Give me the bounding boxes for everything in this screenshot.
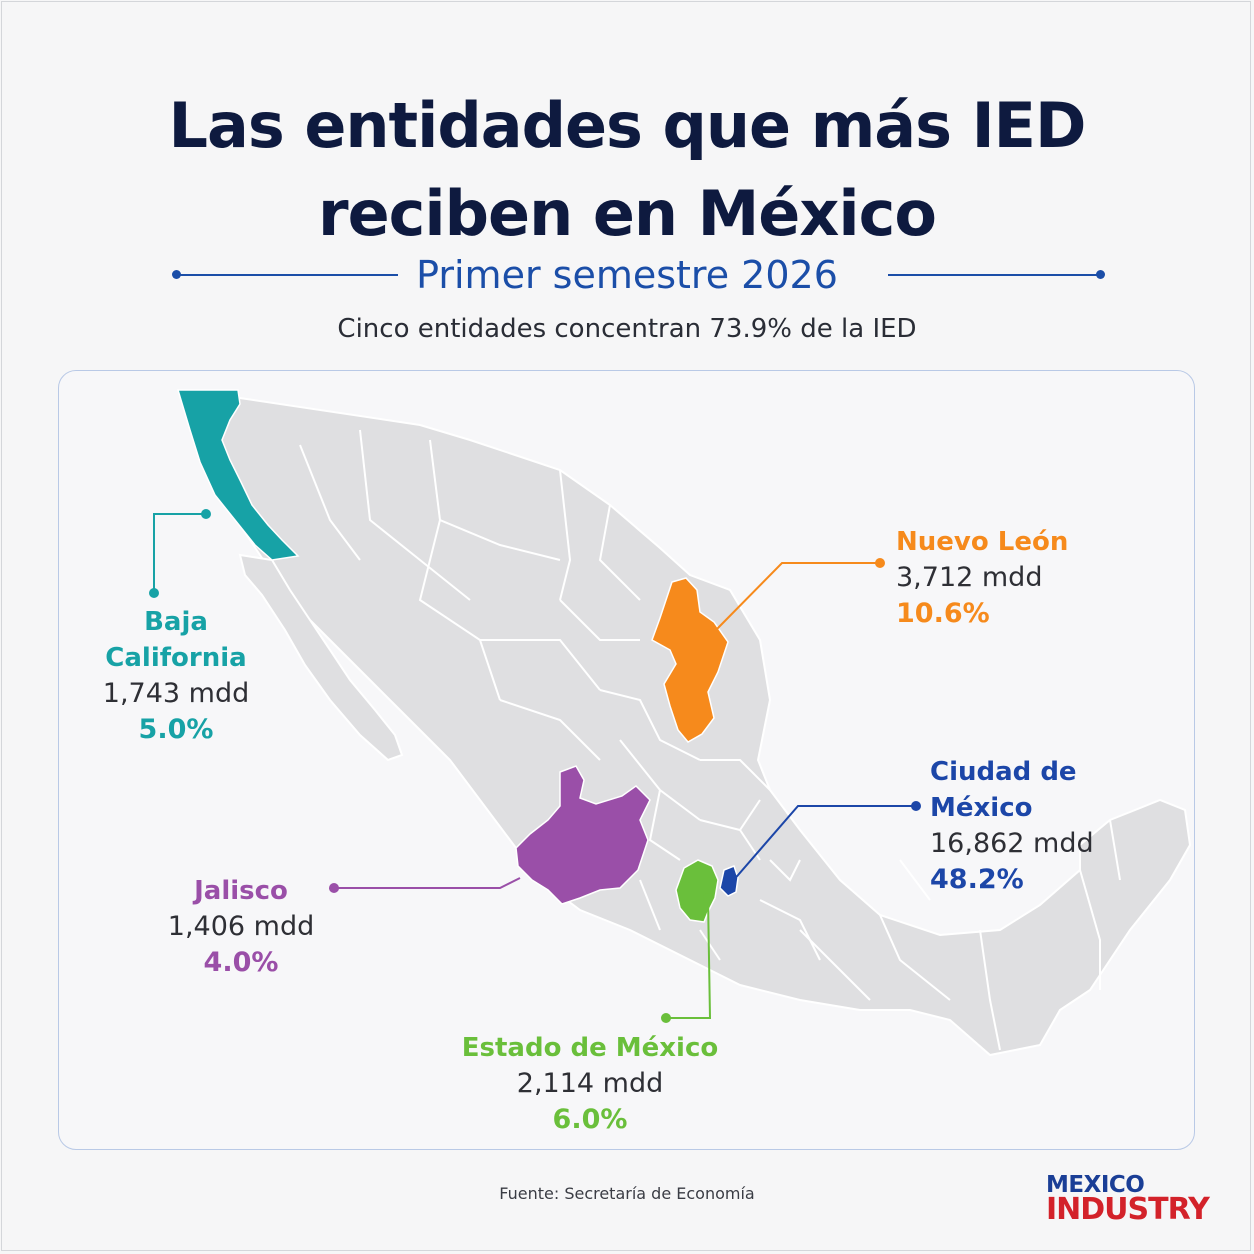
state-border-line [599, 689, 701, 761]
page-title: Las entidades que más IED reciben en Méx… [0, 82, 1254, 258]
entity-name: Estado de México [461, 1033, 719, 1063]
kicker-text: Cinco entidades concentran 73.9% de la I… [337, 314, 917, 344]
leader-line-ciudad-de-mexico [731, 805, 916, 883]
entity-value: 16,862 mdd [930, 828, 1094, 859]
label-nuevo-leon: Nuevo León 3,712 mdd 10.6% [896, 524, 1076, 632]
entity-share: 48.2% [930, 864, 1024, 895]
title-line-1: Las entidades que más IED [168, 89, 1086, 162]
leader-dot [703, 893, 713, 903]
source-note: Fuente: Secretaría de Economía [499, 1184, 755, 1203]
entity-name: Jalisco [194, 876, 288, 906]
title-line-2: reciben en México [318, 177, 937, 250]
leader-line-estado-de-mexico [666, 897, 712, 1019]
rule-right [888, 274, 1098, 276]
leader-dot [329, 883, 339, 893]
leader-lines [149, 509, 921, 1023]
leader-dot [149, 588, 159, 598]
entity-share: 4.0% [203, 947, 279, 978]
state-border-line [799, 929, 871, 1001]
rule-dot-left [172, 270, 181, 279]
state-border-line [700, 759, 771, 791]
state-border-line [418, 519, 501, 701]
logo-line-1: MEXICO [1046, 1172, 1145, 1198]
state-borders [299, 429, 1121, 1051]
label-ciudad-de-mexico: Ciudad de México 16,862 mdd 48.2% [930, 754, 1170, 898]
state-border-line [480, 639, 601, 691]
state-border-line [879, 914, 951, 1001]
state-border-line [639, 879, 661, 931]
entity-value: 2,114 mdd [516, 1068, 664, 1099]
state-border-line [648, 789, 681, 861]
ciudad-de-mexico-shape [719, 865, 739, 897]
rule-left [178, 274, 398, 276]
leader-dot [201, 509, 211, 519]
entity-name: Ciudad de México [930, 757, 1077, 823]
entity-value: 1,743 mdd [102, 678, 250, 709]
state-border-line [739, 799, 761, 831]
leader-line-jalisco [334, 877, 521, 889]
state-border-line [1079, 869, 1101, 990]
baja-california-sur [238, 553, 404, 762]
state-border-line [299, 444, 361, 561]
entity-share: 6.0% [552, 1104, 628, 1135]
state-border-line [499, 699, 601, 761]
baja-california-shape [176, 389, 300, 561]
entity-share: 5.0% [138, 714, 214, 745]
state-border-line [1109, 819, 1121, 881]
rule-dot-right [1096, 270, 1105, 279]
entity-value: 3,712 mdd [896, 562, 1043, 593]
leader-dot [661, 1013, 671, 1023]
state-border-line [559, 599, 640, 641]
state-border-line [598, 504, 641, 601]
state-border-line [899, 859, 931, 901]
state-border-line [979, 929, 1001, 1051]
leader-dot [875, 558, 885, 568]
subtitle: Primer semestre 2026 [416, 253, 838, 297]
leader-dot [911, 801, 921, 811]
logo-line-2: INDUSTRY [1046, 1192, 1210, 1227]
state-border-line [759, 899, 821, 961]
jalisco-shape [515, 765, 651, 905]
leader-line-baja-california [153, 513, 206, 593]
label-baja-california: Baja California 1,743 mdd 5.0% [76, 604, 276, 748]
state-border-line [429, 439, 561, 561]
state-border-line [699, 929, 721, 961]
entity-share: 10.6% [896, 598, 990, 629]
nuevo-leon-shape [651, 577, 729, 743]
entity-name: Baja California [105, 607, 247, 673]
state-border-line [769, 859, 801, 882]
leader-line-nuevo-leon [715, 562, 880, 631]
mexico-industry-logo: MEXICO INDUSTRY [1046, 1172, 1216, 1227]
entity-name: Nuevo León [896, 527, 1069, 557]
label-jalisco: Jalisco 1,406 mdd 4.0% [146, 873, 336, 981]
state-border-line [359, 429, 471, 601]
state-border-line [559, 469, 572, 601]
label-estado-de-mexico: Estado de México 2,114 mdd 6.0% [460, 1030, 720, 1138]
subtitle-row: Primer semestre 2026 [0, 248, 1254, 302]
entity-value: 1,406 mdd [167, 911, 315, 942]
